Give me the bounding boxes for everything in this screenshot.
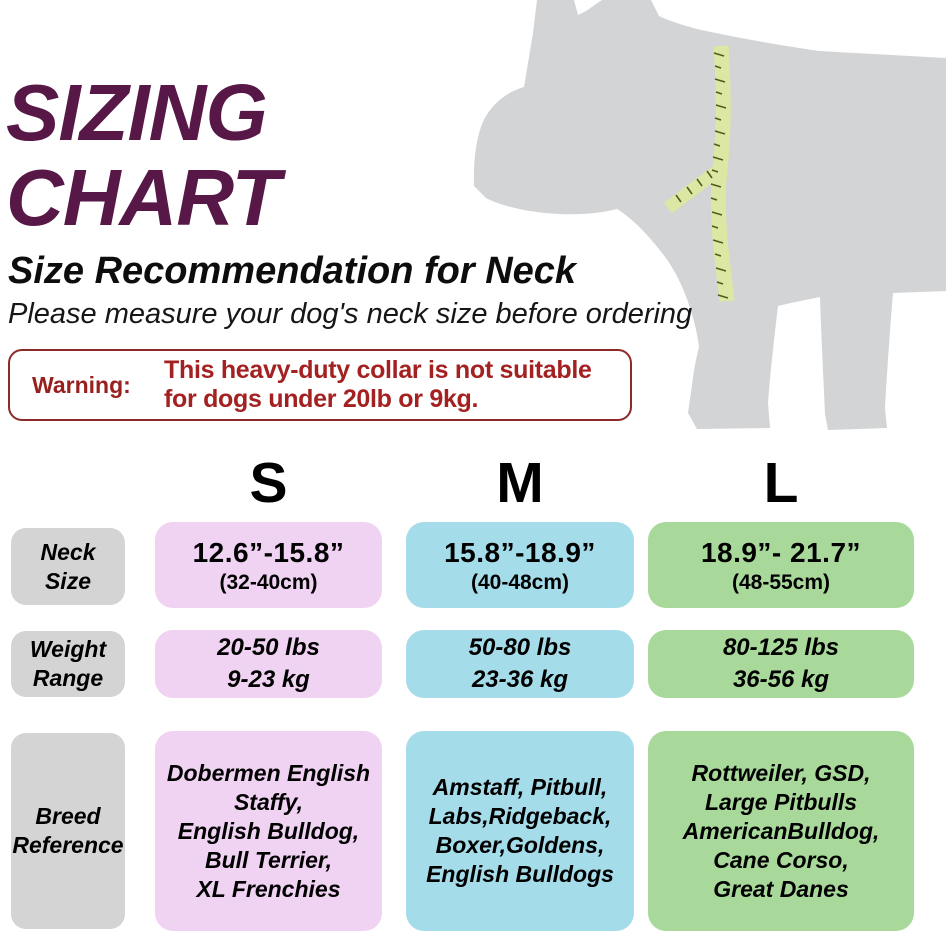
tape-tick-marks (675, 52, 729, 299)
dog-illustration (473, 0, 946, 430)
measuring-tape-icon (664, 45, 735, 302)
column-header-s: S (249, 451, 288, 515)
row-label-neck-size: Neck Size (11, 528, 125, 605)
neck-size-range-m: 15.8”-18.9” (444, 536, 596, 568)
breed-reference-cell-m: Amstaff, Pitbull, Labs,Ridgeback, Boxer,… (406, 731, 634, 931)
row-label-breed-reference: Breed Reference (11, 733, 125, 929)
warning-box: Warning: This heavy-duty collar is not s… (8, 349, 632, 421)
neck-size-cm-m: (40-48cm) (470, 570, 570, 594)
measure-note: Please measure your dog's neck size befo… (8, 298, 693, 330)
warning-label: Warning: (32, 371, 131, 398)
page-title: SIZING CHART (6, 68, 281, 242)
neck-size-range-s: 12.6”-15.8” (192, 536, 345, 568)
neck-size-cell-l: 18.9”- 21.7” (48-55cm) (648, 522, 914, 608)
weight-range-s: 20-50 lbs 9-23 kg (217, 634, 320, 693)
column-header-l: L (763, 451, 799, 515)
page-subtitle: Size Recommendation for Neck (8, 250, 577, 292)
neck-size-cell-s: 12.6”-15.8” (32-40cm) (155, 522, 382, 608)
weight-range-cell-l: 80-125 lbs 36-56 kg (648, 630, 914, 698)
breed-list-l: Rottweiler, GSD, Large Pitbulls American… (682, 759, 880, 902)
neck-size-range-l: 18.9”- 21.7” (700, 536, 862, 568)
weight-range-cell-s: 20-50 lbs 9-23 kg (155, 630, 382, 698)
weight-range-m: 50-80 lbs 23-36 kg (468, 634, 572, 693)
neck-size-cm-s: (32-40cm) (219, 570, 318, 594)
breed-reference-cell-l: Rottweiler, GSD, Large Pitbulls American… (648, 731, 914, 931)
weight-range-cell-m: 50-80 lbs 23-36 kg (406, 630, 634, 698)
warning-text: This heavy-duty collar is not suitable f… (164, 356, 592, 413)
weight-range-l: 80-125 lbs 36-56 kg (722, 634, 840, 693)
breed-list-m: Amstaff, Pitbull, Labs,Ridgeback, Boxer,… (426, 774, 614, 887)
breed-list-s: Dobermen English Staffy, English Bulldog… (166, 759, 371, 902)
row-label-weight-range: Weight Range (11, 631, 125, 697)
neck-size-cm-l: (48-55cm) (731, 570, 831, 594)
dog-silhouette-icon (473, 0, 946, 430)
neck-size-cell-m: 15.8”-18.9” (40-48cm) (406, 522, 634, 608)
column-header-m: M (496, 451, 544, 515)
breed-reference-cell-s: Dobermen English Staffy, English Bulldog… (155, 731, 382, 931)
